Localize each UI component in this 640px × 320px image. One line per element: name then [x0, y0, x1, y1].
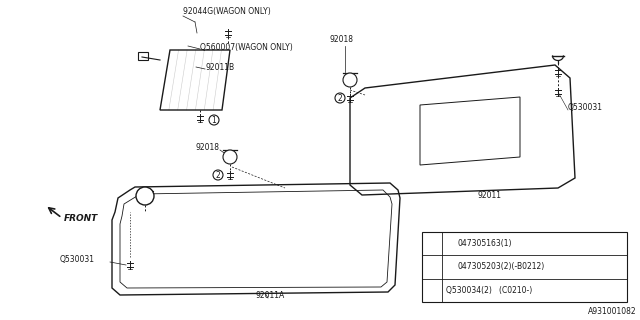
- Bar: [138, 52, 148, 60]
- Circle shape: [445, 262, 455, 272]
- Circle shape: [427, 285, 437, 295]
- Text: 2: 2: [216, 171, 220, 180]
- Circle shape: [343, 73, 357, 87]
- Circle shape: [427, 239, 437, 249]
- Circle shape: [445, 239, 455, 249]
- Circle shape: [213, 170, 223, 180]
- Circle shape: [136, 187, 154, 205]
- Text: Q560007(WAGON ONLY): Q560007(WAGON ONLY): [200, 43, 292, 52]
- Text: 92044G(WAGON ONLY): 92044G(WAGON ONLY): [183, 7, 271, 16]
- Circle shape: [223, 150, 237, 164]
- Text: 92018: 92018: [330, 35, 354, 44]
- Text: Q530031: Q530031: [60, 255, 95, 264]
- Text: 1: 1: [212, 116, 216, 124]
- Text: 92018: 92018: [195, 143, 219, 152]
- Text: Q530034(2)   (C0210-): Q530034(2) (C0210-): [446, 286, 532, 295]
- Text: 92011: 92011: [478, 191, 502, 200]
- Text: 047305163(1): 047305163(1): [458, 239, 513, 248]
- Text: 92011A: 92011A: [255, 291, 284, 300]
- Text: 92011B: 92011B: [205, 63, 234, 72]
- Text: 1: 1: [429, 239, 435, 248]
- Text: 2: 2: [429, 262, 435, 271]
- Circle shape: [209, 115, 219, 125]
- Text: 2: 2: [338, 93, 342, 102]
- Circle shape: [427, 262, 437, 272]
- Text: A931001082: A931001082: [588, 307, 637, 316]
- Text: 047305203(2)(-B0212): 047305203(2)(-B0212): [458, 262, 545, 271]
- Text: FRONT: FRONT: [64, 214, 99, 223]
- Bar: [422, 232, 627, 302]
- Text: S: S: [448, 265, 452, 269]
- Text: 2: 2: [429, 286, 435, 295]
- Text: Q530031: Q530031: [568, 103, 603, 112]
- Text: S: S: [448, 241, 452, 246]
- Circle shape: [335, 93, 345, 103]
